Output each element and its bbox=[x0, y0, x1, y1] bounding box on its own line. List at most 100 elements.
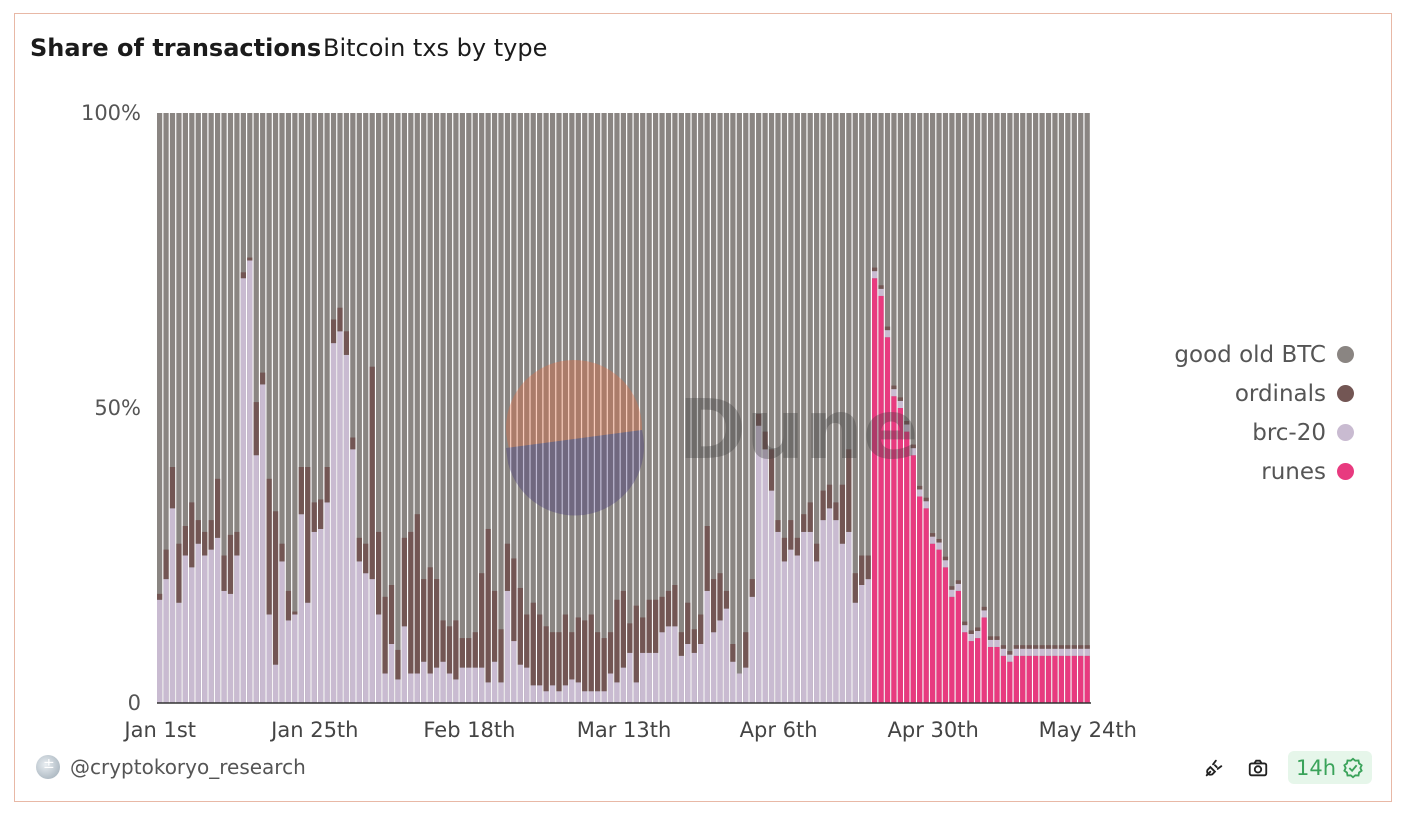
bar-btc[interactable] bbox=[595, 113, 601, 703]
bar-brc20[interactable] bbox=[807, 531, 813, 703]
bar-ordinals[interactable] bbox=[208, 520, 214, 550]
bar-btc[interactable] bbox=[614, 113, 620, 703]
bar-brc20[interactable] bbox=[157, 599, 163, 703]
bar-btc[interactable] bbox=[543, 113, 549, 703]
bar-btc[interactable] bbox=[324, 113, 330, 703]
bar-brc20[interactable] bbox=[298, 514, 304, 703]
bar-brc20[interactable] bbox=[163, 579, 169, 703]
bar-ordinals[interactable] bbox=[717, 573, 723, 621]
refresh-badge[interactable]: 14h bbox=[1287, 751, 1372, 784]
bar-ordinals[interactable] bbox=[1007, 651, 1013, 655]
bar-brc20[interactable] bbox=[266, 614, 272, 704]
bar-btc[interactable] bbox=[453, 113, 459, 703]
bar-ordinals[interactable] bbox=[1078, 645, 1084, 649]
bar-ordinals[interactable] bbox=[157, 593, 163, 600]
bar-btc[interactable] bbox=[305, 113, 311, 703]
bar-brc20[interactable] bbox=[582, 691, 588, 703]
bar-btc[interactable] bbox=[466, 113, 472, 703]
bar-ordinals[interactable] bbox=[975, 627, 981, 632]
bar-ordinals[interactable] bbox=[646, 599, 652, 653]
bar-btc[interactable] bbox=[1026, 113, 1032, 703]
bar-btc[interactable] bbox=[382, 113, 388, 703]
bar-brc20[interactable] bbox=[408, 673, 414, 704]
bar-btc[interactable] bbox=[975, 113, 981, 703]
bar-ordinals[interactable] bbox=[620, 590, 627, 668]
bar-ordinals[interactable] bbox=[826, 484, 833, 509]
bar-ordinals[interactable] bbox=[814, 543, 820, 562]
bar-brc20[interactable] bbox=[710, 632, 717, 703]
bar-ordinals[interactable] bbox=[472, 632, 478, 668]
bar-brc20[interactable] bbox=[871, 271, 878, 279]
bar-btc[interactable] bbox=[272, 113, 279, 703]
bar-ordinals[interactable] bbox=[1013, 645, 1019, 649]
bar-ordinals[interactable] bbox=[176, 543, 182, 603]
bar-ordinals[interactable] bbox=[846, 449, 852, 532]
bar-brc20[interactable] bbox=[221, 590, 227, 703]
bar-btc[interactable] bbox=[672, 113, 678, 703]
bar-runes[interactable] bbox=[1000, 655, 1007, 703]
bar-ordinals[interactable] bbox=[852, 573, 858, 603]
bar-brc20[interactable] bbox=[202, 555, 208, 704]
bar-brc20[interactable] bbox=[556, 691, 562, 703]
bar-brc20[interactable] bbox=[833, 520, 839, 703]
bar-runes[interactable] bbox=[891, 396, 897, 703]
bar-ordinals[interactable] bbox=[607, 632, 614, 674]
bar-brc20[interactable] bbox=[929, 536, 936, 544]
bar-runes[interactable] bbox=[910, 455, 916, 703]
bar-ordinals[interactable] bbox=[575, 617, 581, 683]
bar-brc20[interactable] bbox=[1052, 648, 1058, 656]
bar-brc20[interactable] bbox=[814, 561, 820, 703]
bar-ordinals[interactable] bbox=[530, 602, 536, 686]
bar-ordinals[interactable] bbox=[627, 623, 633, 653]
bar-ordinals[interactable] bbox=[376, 531, 382, 615]
bar-ordinals[interactable] bbox=[904, 420, 910, 425]
bar-brc20[interactable] bbox=[955, 583, 961, 591]
bar-btc[interactable] bbox=[176, 113, 182, 703]
bar-ordinals[interactable] bbox=[942, 556, 949, 561]
bar-runes[interactable] bbox=[1026, 655, 1032, 703]
bar-brc20[interactable] bbox=[962, 625, 968, 633]
bar-brc20[interactable] bbox=[1026, 648, 1032, 656]
bar-ordinals[interactable] bbox=[788, 520, 794, 550]
bar-ordinals[interactable] bbox=[614, 599, 620, 683]
bar-brc20[interactable] bbox=[1007, 654, 1013, 662]
bar-brc20[interactable] bbox=[640, 652, 646, 703]
bar-btc[interactable] bbox=[691, 113, 697, 703]
bar-brc20[interactable] bbox=[730, 661, 736, 703]
bar-ordinals[interactable] bbox=[305, 467, 311, 603]
bar-ordinals[interactable] bbox=[543, 626, 549, 692]
bar-btc[interactable] bbox=[202, 113, 208, 703]
bar-brc20[interactable] bbox=[743, 667, 749, 703]
bar-btc[interactable] bbox=[994, 113, 1000, 703]
bar-btc[interactable] bbox=[801, 113, 807, 703]
bar-ordinals[interactable] bbox=[163, 549, 169, 580]
bar-runes[interactable] bbox=[1033, 655, 1039, 703]
bar-ordinals[interactable] bbox=[440, 620, 446, 662]
bar-btc[interactable] bbox=[768, 113, 775, 703]
bar-brc20[interactable] bbox=[459, 667, 465, 703]
bar-brc20[interactable] bbox=[852, 602, 858, 703]
bar-brc20[interactable] bbox=[485, 682, 491, 703]
bar-brc20[interactable] bbox=[414, 673, 420, 704]
bar-btc[interactable] bbox=[311, 113, 317, 703]
bar-brc20[interactable] bbox=[272, 664, 279, 703]
bar-brc20[interactable] bbox=[511, 641, 517, 703]
bar-ordinals[interactable] bbox=[691, 629, 697, 653]
bar-btc[interactable] bbox=[936, 113, 942, 703]
bar-ordinals[interactable] bbox=[517, 587, 523, 665]
bar-brc20[interactable] bbox=[504, 590, 511, 703]
bar-brc20[interactable] bbox=[479, 667, 485, 703]
bar-btc[interactable] bbox=[968, 113, 974, 703]
bar-btc[interactable] bbox=[575, 113, 581, 703]
bar-btc[interactable] bbox=[582, 113, 588, 703]
bar-ordinals[interactable] bbox=[401, 537, 408, 627]
bar-btc[interactable] bbox=[710, 113, 717, 703]
bar-btc[interactable] bbox=[730, 113, 736, 703]
bar-runes[interactable] bbox=[1007, 661, 1013, 703]
bar-btc[interactable] bbox=[1033, 113, 1039, 703]
bar-btc[interactable] bbox=[601, 113, 607, 703]
bar-btc[interactable] bbox=[1013, 113, 1019, 703]
bar-ordinals[interactable] bbox=[987, 636, 994, 640]
bar-brc20[interactable] bbox=[369, 579, 375, 703]
bar-btc[interactable] bbox=[292, 113, 298, 703]
